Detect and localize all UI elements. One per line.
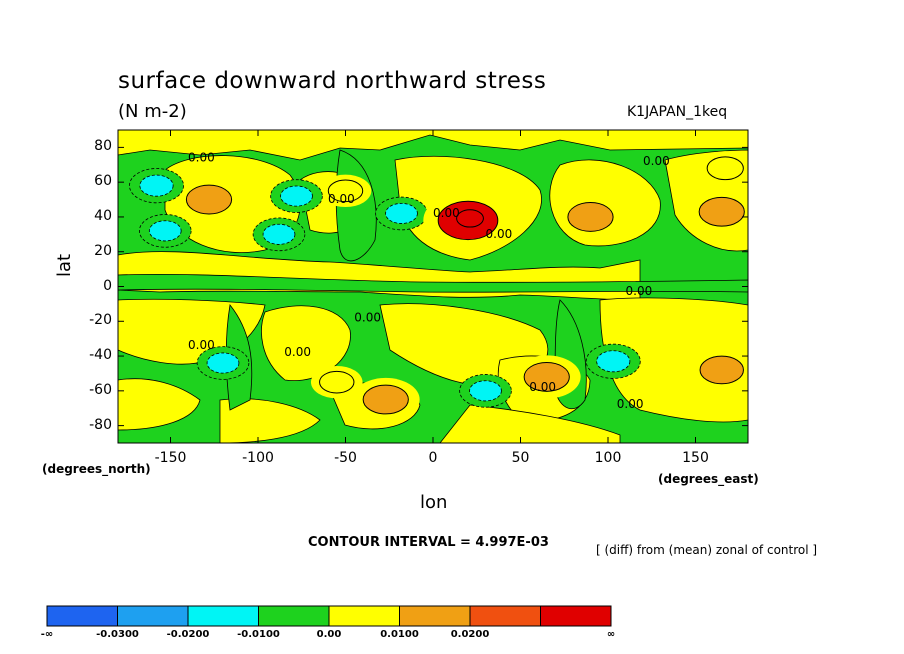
y-tick-label: -40 [89, 347, 112, 364]
units-label: (N m-2) [118, 101, 187, 122]
zero-label-10: 0.00 [617, 397, 644, 411]
chart-title: surface downward northward stress [118, 68, 547, 94]
colorbar-label: 0.0200 [450, 629, 490, 640]
feature-core-13 [206, 352, 240, 374]
contour-fields [118, 130, 748, 443]
positive-region-8 [261, 305, 351, 382]
y-units-label: (degrees_north) [42, 462, 151, 476]
y-tick-label: 80 [94, 138, 112, 155]
colorbar-label: 0.00 [316, 629, 342, 640]
feature-core-16 [362, 384, 409, 415]
feature-core-15 [699, 355, 744, 385]
y-tick-label: -60 [89, 381, 112, 398]
zero-label-6: 0.00 [188, 338, 215, 352]
colorbar-swatch-2 [187, 605, 259, 627]
colorbar-label: 0.0100 [380, 629, 419, 640]
zero-label-3: 0.00 [486, 227, 513, 241]
x-tick-label: -50 [334, 450, 357, 466]
colorbar-label: -0.0200 [166, 629, 210, 640]
contour-interval-label: CONTOUR INTERVAL = 4.997E-03 [308, 535, 549, 550]
colorbar-swatch-1 [117, 605, 189, 627]
feature-core-2 [139, 174, 174, 197]
feature-core-14 [523, 362, 570, 392]
zero-label-2: 0.00 [433, 206, 460, 220]
colorbar-swatch-4 [328, 605, 400, 627]
positive-region-14 [439, 404, 621, 443]
zero-label-1: 0.00 [328, 192, 355, 206]
difference-note: [ (diff) from (mean) zonal of control ] [596, 543, 818, 557]
colorbar-label: -∞ [40, 629, 54, 640]
x-tick-label: 0 [428, 450, 438, 466]
feature-core-8 [567, 202, 614, 232]
colorbar-swatch-6 [469, 605, 541, 627]
x-tick-label: 100 [594, 450, 622, 466]
y-tick-label: 40 [94, 207, 112, 224]
colorbar-label: -0.0300 [96, 629, 139, 640]
feature-core-9 [698, 196, 745, 227]
zero-label-9: 0.00 [529, 380, 556, 394]
x-tick-label: 50 [511, 450, 530, 466]
y-tick-label: -80 [89, 416, 112, 433]
colorbar-swatch-5 [399, 605, 471, 627]
x-units-label: (degrees_east) [658, 472, 759, 486]
colorbar-swatch-0 [46, 605, 118, 627]
colorbar-swatch-7 [540, 605, 612, 627]
colorbar-label: ∞ [606, 629, 616, 640]
zero-label-4: 0.00 [643, 154, 670, 168]
feature-core-6 [385, 202, 418, 224]
zero-label-5: 0.00 [626, 284, 653, 298]
y-tick-label: 20 [94, 242, 112, 259]
feature-core-4 [262, 223, 296, 245]
positive-region-0 [118, 130, 748, 161]
x-tick-label: -150 [154, 450, 187, 466]
feature-core-3 [280, 185, 313, 207]
feature-core-0 [185, 184, 233, 215]
zero-label-8: 0.00 [354, 310, 381, 324]
axis-ticks [118, 130, 748, 443]
feature-core-11 [596, 350, 631, 373]
feature-core-17 [319, 370, 355, 394]
run-name: K1JAPAN_1keq [627, 104, 728, 120]
positive-region-11 [118, 378, 201, 431]
feature-core-10 [706, 156, 744, 181]
feature-core-5 [148, 220, 182, 242]
positive-region-15 [219, 398, 321, 443]
colorbar-swatch-3 [258, 605, 330, 627]
y-tick-label: -20 [89, 312, 112, 329]
zero-label-7: 0.00 [284, 345, 311, 359]
negative-lane-0 [118, 273, 748, 293]
colorbar-label: -0.0100 [237, 629, 280, 640]
feature-core-1 [327, 179, 364, 203]
x-axis-label: lon [420, 492, 448, 513]
y-tick-label: 60 [94, 173, 112, 190]
feature-core-12 [469, 380, 502, 402]
y-tick-label: 0 [103, 277, 112, 294]
feature-peak-7 [456, 209, 484, 228]
zero-label-0: 0.00 [188, 150, 215, 164]
x-tick-label: 150 [682, 450, 709, 466]
zero-contour-labels: 0.00 0.00 0.00 0.00 0.00 0.00 0.00 0.00 0.00 0.00… [188, 150, 670, 411]
x-tick-label: -100 [242, 450, 274, 466]
